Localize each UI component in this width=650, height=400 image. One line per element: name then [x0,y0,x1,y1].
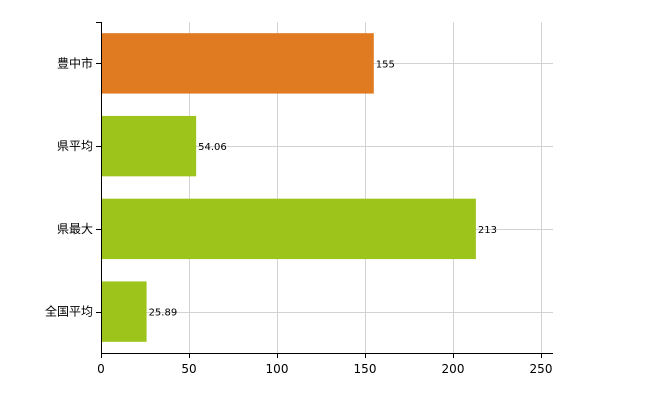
x-tick-label: 50 [181,362,196,376]
category-label: 豊中市 [57,55,93,70]
bar [101,281,147,342]
bar [101,198,476,260]
bar [101,115,197,177]
data-label: 213 [478,225,497,236]
category-label: 全国平均 [45,304,93,319]
x-tick-label: 0 [97,362,105,376]
category-label: 県平均 [57,139,93,153]
data-label: 155 [376,59,395,70]
x-tick-label: 250 [530,362,553,376]
x-tick-label: 100 [266,362,289,376]
x-tick-label: 200 [442,362,465,376]
axes [96,22,553,358]
bar [101,33,374,94]
category-label: 県最大 [57,222,93,236]
data-label: 54.06 [198,142,227,153]
labels: 0 50 100 150 200 250 豊中市 155 県平均 54.06 県最大 213 全国平均 2… [45,55,552,376]
x-tick-label: 150 [354,362,377,376]
data-label: 25.89 [149,308,178,319]
bars [101,33,476,342]
